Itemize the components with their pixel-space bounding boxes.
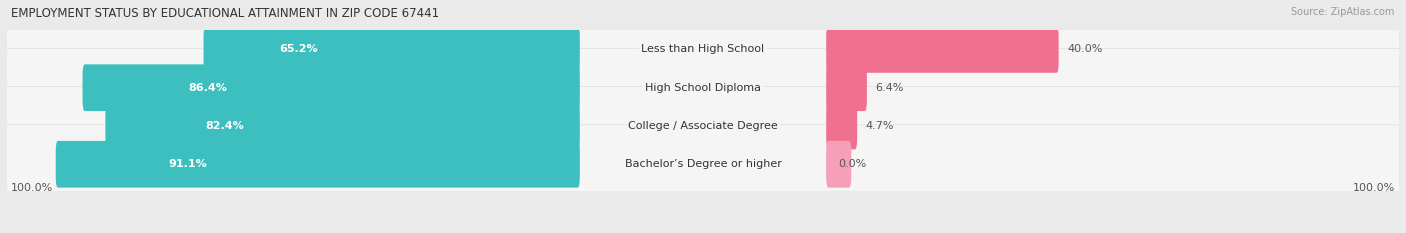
- FancyBboxPatch shape: [827, 64, 868, 111]
- FancyBboxPatch shape: [105, 103, 579, 149]
- Text: EMPLOYMENT STATUS BY EDUCATIONAL ATTAINMENT IN ZIP CODE 67441: EMPLOYMENT STATUS BY EDUCATIONAL ATTAINM…: [11, 7, 439, 20]
- Text: 100.0%: 100.0%: [10, 183, 53, 193]
- FancyBboxPatch shape: [827, 141, 851, 188]
- FancyBboxPatch shape: [4, 10, 1402, 89]
- Text: 65.2%: 65.2%: [280, 45, 318, 55]
- Text: 6.4%: 6.4%: [876, 83, 904, 93]
- FancyBboxPatch shape: [4, 125, 1402, 204]
- Text: 0.0%: 0.0%: [839, 159, 868, 169]
- Text: High School Diploma: High School Diploma: [645, 83, 761, 93]
- Text: Bachelor’s Degree or higher: Bachelor’s Degree or higher: [624, 159, 782, 169]
- Text: 100.0%: 100.0%: [1353, 183, 1396, 193]
- FancyBboxPatch shape: [827, 103, 858, 149]
- FancyBboxPatch shape: [83, 64, 579, 111]
- FancyBboxPatch shape: [4, 86, 1402, 165]
- Text: Source: ZipAtlas.com: Source: ZipAtlas.com: [1291, 7, 1395, 17]
- Text: 91.1%: 91.1%: [169, 159, 207, 169]
- FancyBboxPatch shape: [4, 48, 1402, 127]
- FancyBboxPatch shape: [56, 141, 579, 188]
- Text: Less than High School: Less than High School: [641, 45, 765, 55]
- FancyBboxPatch shape: [827, 26, 1059, 73]
- Text: College / Associate Degree: College / Associate Degree: [628, 121, 778, 131]
- Text: 40.0%: 40.0%: [1067, 45, 1102, 55]
- Text: 86.4%: 86.4%: [188, 83, 228, 93]
- Text: 82.4%: 82.4%: [205, 121, 245, 131]
- Text: 4.7%: 4.7%: [866, 121, 894, 131]
- FancyBboxPatch shape: [204, 26, 579, 73]
